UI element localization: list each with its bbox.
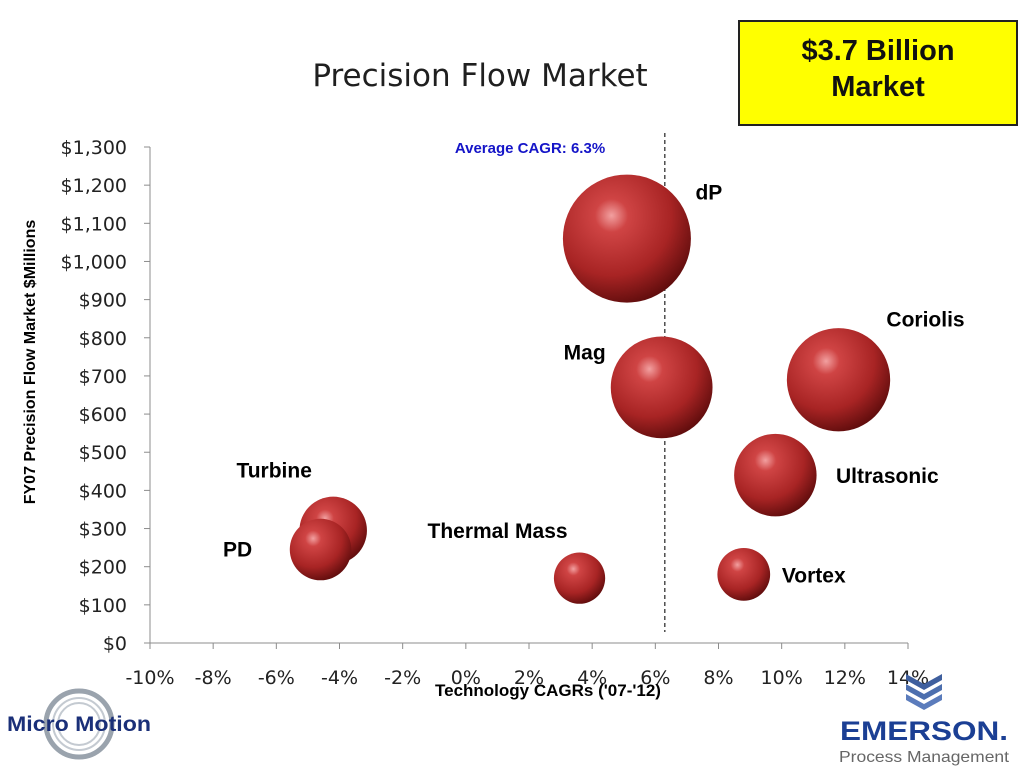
y-tick-label: $300 [79,519,127,541]
bubble-series [289,174,891,604]
x-tick-label: 6% [640,667,670,689]
emerson-subtitle-text: Process Management [839,749,1010,766]
y-tick-label: $600 [79,404,127,426]
y-tick-label: $500 [79,442,127,464]
x-tick-label: -4% [321,667,358,689]
x-tick-label: -2% [384,667,421,689]
bubble-coriolis [786,328,891,432]
bubble-mag [610,336,713,439]
bubble-ultrasonic [734,433,817,517]
bubble-thermal-mass [553,552,606,604]
bubble-label-mag: Mag [564,341,606,364]
bubble-vortex [717,547,771,601]
bubble-label-coriolis: Coriolis [886,309,964,332]
y-tick-label: $1,200 [61,175,127,197]
bubble-label-vortex: Vortex [782,564,846,587]
y-tick-label: $200 [79,557,127,579]
chart-axes: $0 $100 $200 $300 $400 $500 $600 $700 $800 $900 $1… [22,137,929,700]
emerson-chevron-icon [906,674,942,710]
x-tick-label: 12% [824,667,866,689]
bubble-pd [289,518,352,581]
bubble-label-turbine: Turbine [236,459,311,482]
y-tick-label: $700 [79,366,127,388]
y-tick-label: $1,300 [61,137,127,159]
chart-title: Precision Flow Market [312,58,648,94]
emerson-logo: EMERSON. Process Management [839,674,1010,766]
y-tick-label: $900 [79,290,127,312]
x-tick-label: 4% [577,667,607,689]
x-tick-label: -8% [195,667,232,689]
emerson-brand-text: EMERSON. [840,716,1008,746]
x-tick-label: 10% [761,667,803,689]
x-axis-title: Technology CAGRs ('07-'12) [435,681,661,700]
bubble-label-dp: dP [695,182,722,205]
x-tick-label: 8% [703,667,733,689]
bubble-dp [562,174,691,303]
bubble-label-thermal-mass: Thermal Mass [428,520,568,543]
y-tick-label: $1,100 [61,213,127,235]
micro-motion-logo: Micro Motion [7,688,151,760]
x-tick-label: 2% [514,667,544,689]
y-tick-label: $400 [79,480,127,502]
bubble-labels: dP Mag Coriolis Ultrasonic Turbine PD Thermal … [223,182,965,588]
bubble-label-ultrasonic: Ultrasonic [836,465,939,488]
average-cagr-reference: Average CAGR: 6.3% [455,133,666,632]
y-tick-label: $0 [103,633,127,655]
y-tick-label: $100 [79,595,127,617]
market-size-callout: $3.7 Billion Market [738,20,1018,126]
x-tick-label: -10% [125,667,174,689]
bubble-label-pd: PD [223,539,252,562]
y-tick-label: $1,000 [61,251,127,273]
micro-motion-ring-icon [43,688,115,760]
micro-motion-logo-text: Micro Motion [7,713,151,736]
y-tick-label: $800 [79,328,127,350]
x-tick-label: 0% [451,667,481,689]
average-cagr-label: Average CAGR: 6.3% [455,140,605,157]
y-axis-title: FY07 Precision Flow Market $Millions [22,220,39,505]
market-size-callout-text: $3.7 Billion Market [801,35,955,103]
x-tick-label: -6% [258,667,295,689]
